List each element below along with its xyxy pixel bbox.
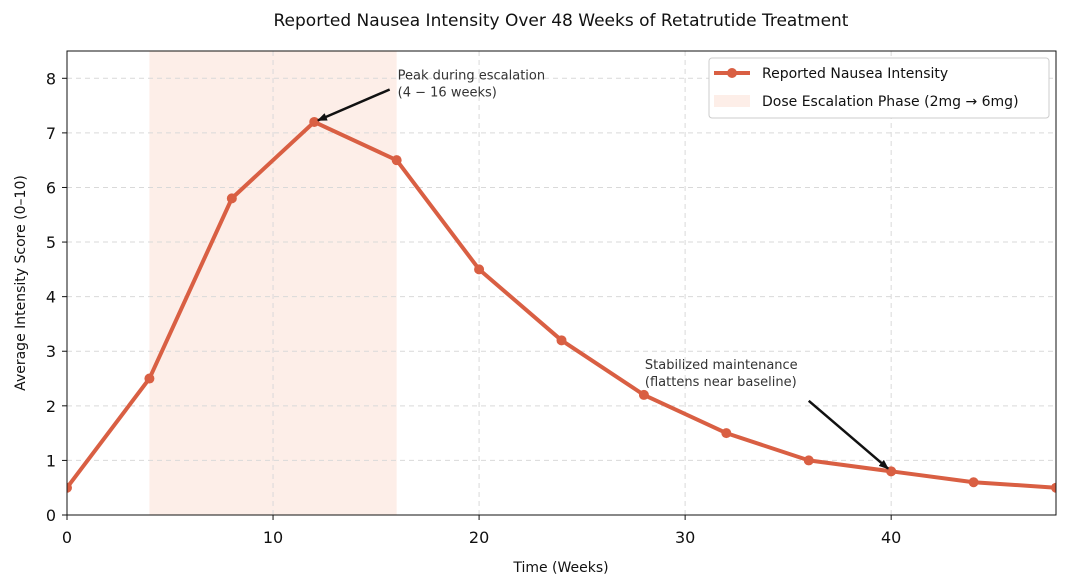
y-tick-label: 5	[46, 233, 56, 252]
legend: Reported Nausea Intensity Dose Escalatio…	[708, 57, 1050, 119]
annotation-arrow	[807, 399, 889, 470]
x-tick-label: 20	[469, 528, 489, 547]
data-point	[144, 373, 155, 384]
y-axis-label: Average Intensity Score (0–10)	[13, 175, 29, 391]
legend-series-label: Reported Nausea Intensity	[762, 66, 948, 82]
data-point	[968, 477, 979, 488]
data-point	[67, 482, 72, 493]
x-tick-label: 40	[881, 528, 901, 547]
data-point	[226, 193, 237, 204]
annotation-1: Peak during escalation (4 − 16 weeks)	[317, 68, 545, 122]
y-tick-label: 8	[46, 69, 56, 88]
x-tick-label: 0	[62, 528, 72, 547]
plot-frame	[66, 50, 1057, 516]
annotation-2: Stabilized maintenance (flattens near bas…	[645, 358, 889, 470]
dose-escalation-region	[149, 51, 397, 515]
data-point	[803, 455, 814, 466]
legend-box	[708, 57, 1050, 119]
data-point	[638, 389, 649, 400]
chart-title: Reported Nausea Intensity Over 48 Weeks …	[274, 11, 849, 31]
y-tick-label: 0	[46, 506, 56, 525]
x-tick-label: 10	[263, 528, 283, 547]
y-tick-label: 6	[46, 178, 56, 197]
y-tick-label: 3	[46, 342, 56, 361]
data-point	[474, 264, 485, 275]
annotation-text: (flattens near baseline)	[645, 375, 797, 390]
y-tick-label: 1	[46, 451, 56, 470]
y-tick-label: 2	[46, 397, 56, 416]
x-axis-label: Time (Weeks)	[512, 560, 608, 576]
data-point	[309, 116, 320, 127]
data-point	[1051, 482, 1056, 493]
legend-shade-swatch	[714, 95, 750, 107]
data-point	[556, 335, 567, 346]
y-tick-label: 7	[46, 124, 56, 143]
annotation-text: Stabilized maintenance	[645, 358, 798, 373]
x-tick-label: 30	[675, 528, 695, 547]
data-point	[721, 428, 732, 439]
data-point	[391, 155, 402, 166]
y-tick-label: 4	[46, 288, 56, 307]
annotation-text: (4 − 16 weeks)	[398, 85, 497, 100]
annotation-arrow	[317, 88, 391, 122]
legend-marker-swatch	[727, 68, 737, 78]
legend-shade-label: Dose Escalation Phase (2mg → 6mg)	[762, 94, 1019, 110]
annotation-text: Peak during escalation	[398, 68, 545, 83]
